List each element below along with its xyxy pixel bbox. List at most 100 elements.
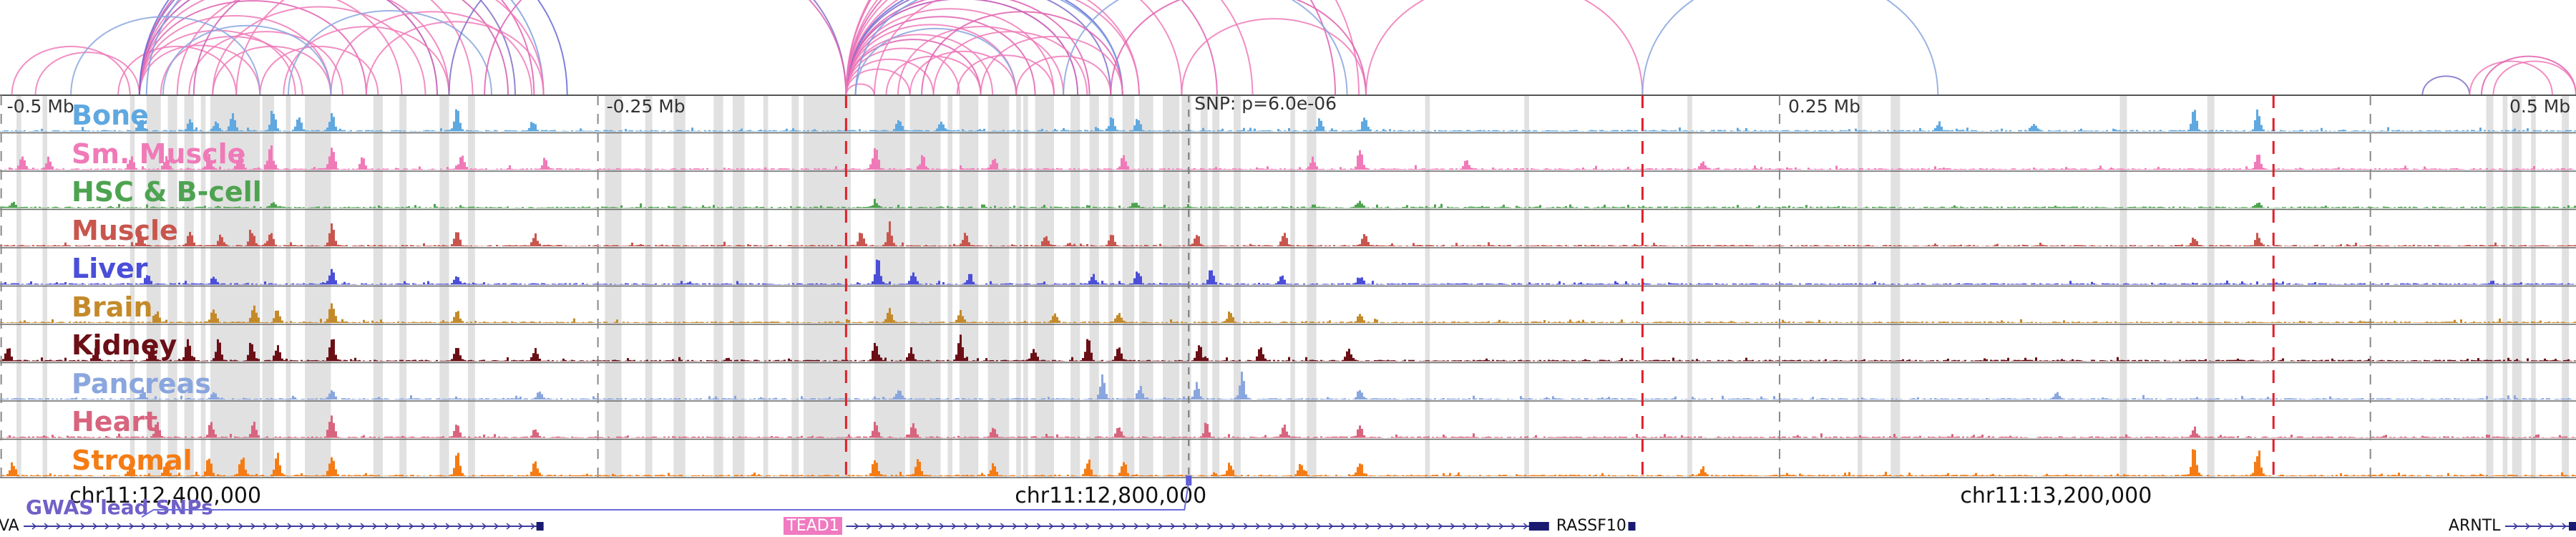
- gene-strand-arrow: [939, 523, 945, 530]
- gene-strand-arrow: [1389, 523, 1395, 530]
- gene-strand-arrow: [1206, 523, 1212, 530]
- gwas-track-label: GWAS lead SNPs: [26, 495, 213, 519]
- gene-strand-arrow: [1048, 523, 1054, 530]
- gene-strand-arrow: [1511, 523, 1516, 530]
- gene-strand-arrow: [1182, 523, 1188, 530]
- highlight-region-10: [305, 95, 331, 478]
- highlight-region-38: [1200, 95, 1208, 478]
- gene-strand-arrow: [1365, 523, 1370, 530]
- gene-label-0: PARVA: [0, 517, 19, 535]
- gene-strand-arrow: [1243, 523, 1249, 530]
- gene-strand-arrow: [1425, 523, 1431, 530]
- track-label-0: Bone: [72, 100, 149, 131]
- highlight-region-52: [2512, 95, 2522, 478]
- loop-arc-51: [874, 0, 1140, 97]
- loop-arc-68: [2492, 60, 2576, 97]
- gene-connector: [141, 480, 1190, 518]
- gene-strand-arrow: [31, 523, 37, 530]
- highlight-region-5: [184, 95, 194, 478]
- gene-strand-arrow: [1133, 523, 1139, 530]
- gene-strand-arrow: [1438, 523, 1443, 530]
- gene-strand-arrow: [2513, 523, 2519, 530]
- highlight-region-0: [16, 95, 21, 478]
- gene-strand-arrow: [1097, 523, 1103, 530]
- loop-arc-64: [1641, 0, 1939, 97]
- gene-strand-arrow: [202, 523, 208, 530]
- gene-strand-arrow: [409, 523, 414, 530]
- loop-arc-23: [330, 11, 533, 97]
- gene-strand-arrow: [1109, 523, 1115, 530]
- highlight-region-16: [645, 95, 653, 478]
- gene-strand-arrow: [360, 523, 366, 530]
- gene-strand-arrow: [44, 523, 49, 530]
- highlight-region-47: [1890, 95, 1901, 478]
- offset-tick-label-2: 0.25 Mb: [1787, 96, 1861, 117]
- signal-track-5: [0, 303, 2576, 323]
- loop-arc-53: [897, 26, 1065, 97]
- loop-arc-6: [138, 0, 367, 97]
- gene-strand-arrow: [129, 523, 135, 530]
- highlight-region-8: [262, 95, 275, 478]
- gene-strand-arrow: [2562, 523, 2567, 530]
- track-label-2: HSC & B-cell: [72, 176, 262, 208]
- highlight-region-32: [1089, 95, 1099, 478]
- gene-strand-arrow: [1060, 523, 1066, 530]
- track-label-8: Heart: [72, 406, 158, 437]
- highlight-region-7: [210, 95, 260, 478]
- highlight-region-2: [130, 95, 135, 478]
- gene-strand-arrow: [1012, 523, 1018, 530]
- loop-arc-49: [854, 27, 1018, 97]
- loop-arc-9: [138, 0, 474, 97]
- gene-strand-arrow: [1073, 523, 1078, 530]
- gene-strand-arrow: [854, 523, 859, 530]
- gene-label-3: ARNTL: [2448, 517, 2501, 535]
- highlight-region-51: [2502, 95, 2508, 478]
- gene-strand-arrow: [2525, 523, 2531, 530]
- highlight-region-6: [200, 95, 206, 478]
- track-label-5: Brain: [72, 291, 153, 323]
- gene-strand-arrow: [469, 523, 475, 530]
- gene-strand-arrow: [1170, 523, 1176, 530]
- signal-track-8: [0, 415, 2576, 438]
- gene-strand-arrow: [190, 523, 195, 530]
- highlight-region-12: [399, 95, 407, 478]
- loop-arc-7: [138, 0, 403, 97]
- gene-strand-arrow: [1194, 523, 1200, 530]
- gene-strand-arrow: [1498, 523, 1504, 530]
- loop-arc-33: [845, 47, 960, 97]
- gene-strand-arrow: [117, 523, 122, 530]
- loop-arc-26: [162, 24, 332, 97]
- loop-arc-44: [845, 0, 1183, 97]
- highlight-region-26: [959, 95, 979, 478]
- gene-strand-arrow: [1158, 523, 1163, 530]
- gene-exon-1: [1528, 522, 1549, 531]
- loop-arc-65: [2421, 75, 2471, 97]
- highlight-region-24: [909, 95, 941, 478]
- highlight-region-39: [1212, 95, 1220, 478]
- gene-strand-arrow: [1462, 523, 1468, 530]
- loop-arc-29: [484, 0, 847, 97]
- gene-strand-arrow: [1292, 523, 1297, 530]
- gene-strand-arrow: [299, 523, 305, 530]
- highlight-region-31: [1070, 95, 1080, 478]
- gene-strand-arrow: [1231, 523, 1236, 530]
- highlight-region-25: [947, 95, 952, 478]
- offset-tick-label-1: -0.25 Mb: [606, 96, 686, 117]
- loop-arc-19: [212, 6, 426, 97]
- highlight-region-49: [2207, 95, 2215, 478]
- highlight-region-4: [167, 95, 177, 478]
- gene-strand-arrow: [1328, 523, 1334, 530]
- highlight-region-29: [1023, 95, 1028, 478]
- signal-tracks: [0, 95, 2576, 478]
- loop-arc-63: [1365, 0, 1644, 97]
- gene-strand-arrow: [250, 523, 256, 530]
- gene-strand-arrow: [1450, 523, 1455, 530]
- highlight-region-46: [1858, 95, 1863, 478]
- loop-arc-52: [885, 55, 982, 97]
- loop-arc-46: [845, 0, 1254, 97]
- gene-strand-arrow: [372, 523, 378, 530]
- loop-arc-35: [845, 34, 994, 97]
- gene-strand-arrow: [214, 523, 220, 530]
- loop-arc-50: [854, 0, 1123, 97]
- gene-strand-arrow: [914, 523, 920, 530]
